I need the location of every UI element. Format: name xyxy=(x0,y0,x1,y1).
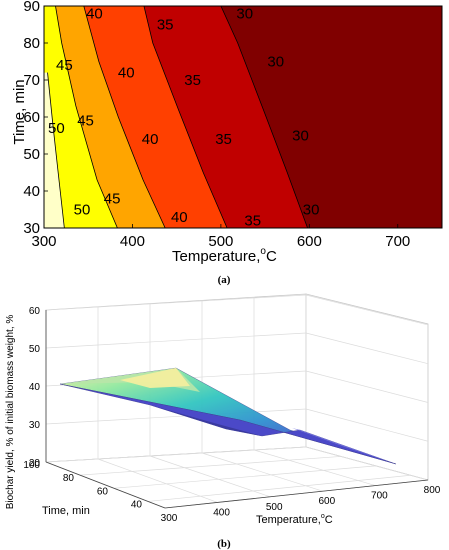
contour-line-50 xyxy=(47,72,65,228)
contour-level-label: 50 xyxy=(48,120,65,137)
back-wall-gridline xyxy=(45,408,307,425)
surface-y-tick-label: 40 xyxy=(131,499,143,510)
contour-level-label: 40 xyxy=(142,131,159,148)
floor-gridline xyxy=(147,474,411,502)
surface-x-tick-label: 300 xyxy=(161,513,178,524)
y-axis-line xyxy=(45,461,166,509)
contour-y-tick-label: 90 xyxy=(23,0,40,15)
surface-y-tick-label: 80 xyxy=(63,473,75,484)
x-axis-line xyxy=(164,479,429,509)
contour-level-label: 35 xyxy=(184,72,201,89)
contour-level-label: 35 xyxy=(244,213,261,230)
contour-y-tick-label: 50 xyxy=(23,146,40,163)
surface-z-tick-label: 30 xyxy=(29,420,41,431)
floor-gridline xyxy=(305,446,429,481)
floor-gridline xyxy=(113,465,376,489)
surface-x-tick-label: 600 xyxy=(318,496,335,507)
contour-x-tick-label: 500 xyxy=(208,233,233,250)
floor-gridline xyxy=(201,452,323,492)
contour-level-label: 30 xyxy=(236,5,253,22)
contour-y-tick-label: 40 xyxy=(23,183,40,200)
surface-x-tick-label: 500 xyxy=(266,502,283,513)
contour-y-axis-label: Time, min xyxy=(11,79,28,144)
surface-z-tick-label: 60 xyxy=(29,306,41,317)
right-wall-gridline xyxy=(305,408,429,442)
region-45-50 xyxy=(44,6,118,228)
contour-y-tick-label: 60 xyxy=(23,109,40,126)
contour-level-label: 30 xyxy=(303,202,320,219)
surface-y-tick-label: 100 xyxy=(23,460,40,471)
caption-b: (b) xyxy=(217,538,231,550)
contour-x-tick-label: 600 xyxy=(297,233,322,250)
floor-gridline xyxy=(79,456,341,476)
surface-z-tick-label: 20 xyxy=(29,458,41,469)
back-wall-gridline xyxy=(45,332,307,349)
contour-level-label: 45 xyxy=(56,57,73,74)
surface-x-tick-label: 800 xyxy=(424,485,441,496)
surface-z-tick-label: 40 xyxy=(29,382,41,393)
contour-y-tick-label: 80 xyxy=(23,35,40,52)
right-wall-gridline xyxy=(305,370,429,403)
contour-level-label: 30 xyxy=(267,54,284,71)
surface-z-tick-label: 50 xyxy=(29,344,41,355)
yield-surface xyxy=(59,367,397,465)
right-wall-gridline xyxy=(305,332,429,365)
contour-line-30 xyxy=(220,6,308,228)
back-wall-gridline xyxy=(45,294,307,311)
contour-x-tick-label: 400 xyxy=(120,233,145,250)
contour-level-label: 45 xyxy=(77,113,94,130)
surface-y-axis-label: Time, min xyxy=(42,505,90,517)
contour-level-label: 35 xyxy=(157,17,174,34)
surface-y-tick-label: 60 xyxy=(97,486,109,497)
contour-x-tick-label: 300 xyxy=(31,233,56,250)
contour-y-tick-label: 30 xyxy=(23,220,40,237)
contour-line-45 xyxy=(55,6,118,228)
floor-gridline xyxy=(45,446,307,463)
surface-z-axis-label: Biochar yield, % of initial biomass weig… xyxy=(5,315,16,510)
contour-level-label: 45 xyxy=(104,190,121,207)
floor-gridline xyxy=(253,449,376,486)
contour-level-label: 35 xyxy=(215,131,232,148)
contour-level-label: 40 xyxy=(118,65,135,82)
contour-level-label: 30 xyxy=(292,128,309,145)
contour-x-axis-label: Temperature,oC xyxy=(172,246,277,265)
surface-x-tick-label: 400 xyxy=(213,507,230,518)
caption-a: (a) xyxy=(218,274,231,286)
contour-chart: 40 35 30 45 40 35 30 45 50 40 35 30 45 50 40 35 30 300 40… xyxy=(11,0,443,286)
contour-line-40 xyxy=(83,6,166,228)
surface-x-tick-label: 700 xyxy=(371,491,388,502)
contour-x-tick-label: 700 xyxy=(385,233,410,250)
contour-level-label: 50 xyxy=(74,202,91,219)
region-above-50 xyxy=(44,72,65,228)
surface-x-axis-label: Temperature,oC xyxy=(256,513,333,526)
contour-line-35 xyxy=(143,6,228,228)
floor-gridline xyxy=(97,458,218,503)
right-wall-gridline xyxy=(305,294,429,326)
contour-level-label: 40 xyxy=(86,5,103,22)
contour-y-tick-label: 70 xyxy=(23,72,40,89)
floor-gridline xyxy=(149,455,271,498)
contour-level-label: 40 xyxy=(171,209,188,226)
